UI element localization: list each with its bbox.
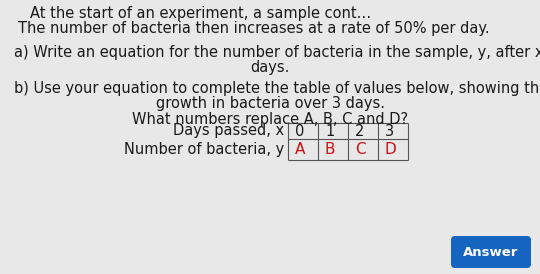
Text: days.: days.: [251, 60, 289, 75]
Text: C: C: [355, 142, 366, 157]
Text: What numbers replace A, B, C and D?: What numbers replace A, B, C and D?: [132, 112, 408, 127]
Text: Answer: Answer: [463, 246, 519, 258]
Text: a) Write an equation for the number of bacteria in the sample, y, after x: a) Write an equation for the number of b…: [14, 45, 540, 60]
Text: At the start of an experiment, a sample cont…: At the start of an experiment, a sample …: [30, 6, 371, 21]
Text: growth in bacteria over 3 days.: growth in bacteria over 3 days.: [156, 96, 384, 111]
Text: Number of bacteria, y: Number of bacteria, y: [124, 142, 284, 157]
Text: D: D: [384, 142, 396, 157]
Text: b) Use your equation to complete the table of values below, showing the: b) Use your equation to complete the tab…: [14, 81, 540, 96]
Text: The number of bacteria then increases at a rate of 50% per day.: The number of bacteria then increases at…: [18, 21, 490, 36]
Text: A: A: [295, 142, 305, 157]
Text: B: B: [325, 142, 335, 157]
Text: 0: 0: [295, 124, 305, 138]
Text: 3: 3: [386, 124, 395, 138]
Text: 1: 1: [326, 124, 335, 138]
FancyBboxPatch shape: [451, 236, 531, 268]
Text: 2: 2: [355, 124, 364, 138]
Text: Days passed, x: Days passed, x: [173, 124, 284, 138]
